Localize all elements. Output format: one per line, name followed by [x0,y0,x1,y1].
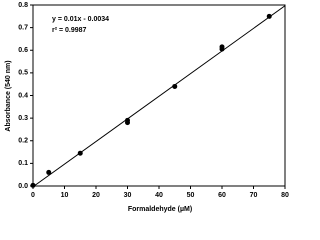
data-point [219,44,225,50]
x-tick-label: 30 [124,192,132,199]
annotation: r² = 0.9987 [52,27,87,34]
x-tick-label: 50 [187,192,195,199]
x-tick-label: 20 [92,192,100,199]
fit-line [32,5,286,188]
data-point [46,169,52,175]
y-tick-label: 0.2 [18,138,28,145]
y-tick-label: 0.4 [18,92,28,99]
data-point [266,13,272,19]
data-point [172,83,178,89]
x-tick-label: 40 [155,192,163,199]
y-tick-label: 0.7 [18,24,28,31]
y-tick-label: 0.3 [18,115,28,122]
x-tick-label: 80 [281,192,289,199]
annotation: y = 0.01x - 0.0034 [52,16,109,23]
x-tick-label: 0 [31,192,35,199]
y-tick-label: 0.6 [18,47,28,54]
data-point [77,150,83,156]
chart: Formaldehyde (µM) Absorbance (540 nm) y … [5,2,289,213]
data-point [30,182,36,188]
data-point [125,117,130,123]
y-tick-label: 0.0 [18,183,28,190]
x-axis-title: Formaldehyde (µM) [128,206,192,213]
y-tick-label: 0.5 [18,70,28,77]
x-tick-label: 70 [250,192,258,199]
x-tick-label: 60 [218,192,226,199]
y-tick-label: 0.8 [18,2,28,9]
y-tick-label: 0.1 [18,160,28,167]
x-tick-label: 10 [61,192,69,199]
y-axis-title: Absorbance (540 nm) [5,60,12,131]
